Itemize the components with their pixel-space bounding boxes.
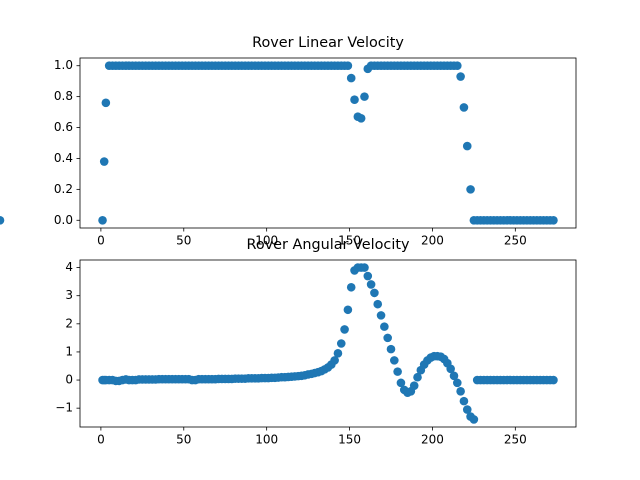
x-tick-label: 250 <box>504 234 527 248</box>
x-tick-label: 50 <box>176 433 191 447</box>
point <box>466 185 475 194</box>
point <box>380 322 389 331</box>
point <box>453 61 462 71</box>
point <box>376 311 386 320</box>
y-tick-label: 0.0 <box>54 213 73 227</box>
x-tick-label: 200 <box>421 433 444 447</box>
point <box>99 157 109 166</box>
point <box>346 282 356 292</box>
point <box>366 280 376 289</box>
point <box>469 415 479 424</box>
x-tick-label: 50 <box>176 234 191 248</box>
point <box>360 263 369 272</box>
point <box>370 288 379 298</box>
x-tick-label: 0 <box>97 433 105 447</box>
chart-title: Rover Angular Velocity <box>247 237 410 253</box>
point <box>350 95 359 105</box>
point <box>446 364 455 374</box>
x-tick-label: 100 <box>255 433 278 447</box>
point <box>340 325 349 334</box>
y-tick-label: 0.8 <box>54 89 73 103</box>
point <box>343 61 353 71</box>
axes-frame <box>79 259 577 428</box>
point <box>459 396 469 406</box>
point <box>549 215 558 225</box>
point <box>336 339 346 348</box>
point <box>456 386 465 396</box>
point <box>363 271 373 281</box>
y-tick-label: −1 <box>55 401 73 415</box>
x-tick-label: 200 <box>421 234 444 248</box>
point <box>360 92 369 101</box>
point <box>449 371 459 381</box>
point <box>333 349 343 358</box>
point <box>98 215 107 225</box>
y-tick-label: 1.0 <box>54 58 73 72</box>
point <box>0 215 5 225</box>
point <box>409 381 419 390</box>
x-tick-label: 250 <box>504 433 527 447</box>
y-tick-label: 0.6 <box>54 120 73 134</box>
y-tick-label: 0.4 <box>54 151 73 165</box>
point <box>346 73 356 83</box>
y-tick-label: 4 <box>65 260 73 274</box>
point <box>453 378 462 388</box>
y-tick-label: 2 <box>65 316 73 330</box>
point <box>413 372 422 382</box>
point <box>330 356 339 365</box>
chart-title: Rover Linear Velocity <box>252 35 404 51</box>
y-tick-label: 0 <box>65 373 73 387</box>
point <box>373 299 383 309</box>
y-tick-label: 0.2 <box>54 182 73 196</box>
point <box>101 98 111 108</box>
point <box>456 72 465 81</box>
y-tick-label: 3 <box>65 288 73 302</box>
point <box>462 405 472 414</box>
x-tick-label: 100 <box>255 234 278 248</box>
x-tick-label: 150 <box>338 234 361 248</box>
point <box>390 356 399 365</box>
x-tick-label: 150 <box>338 433 361 447</box>
point <box>343 305 353 315</box>
point <box>356 113 366 123</box>
axes-frame <box>79 57 577 229</box>
point <box>462 141 472 151</box>
point <box>393 367 402 376</box>
y-tick-label: 1 <box>65 344 73 358</box>
x-tick-label: 0 <box>97 234 105 248</box>
point <box>386 344 396 354</box>
point <box>396 378 406 388</box>
point <box>383 333 392 343</box>
point <box>459 103 469 112</box>
point <box>549 375 558 385</box>
